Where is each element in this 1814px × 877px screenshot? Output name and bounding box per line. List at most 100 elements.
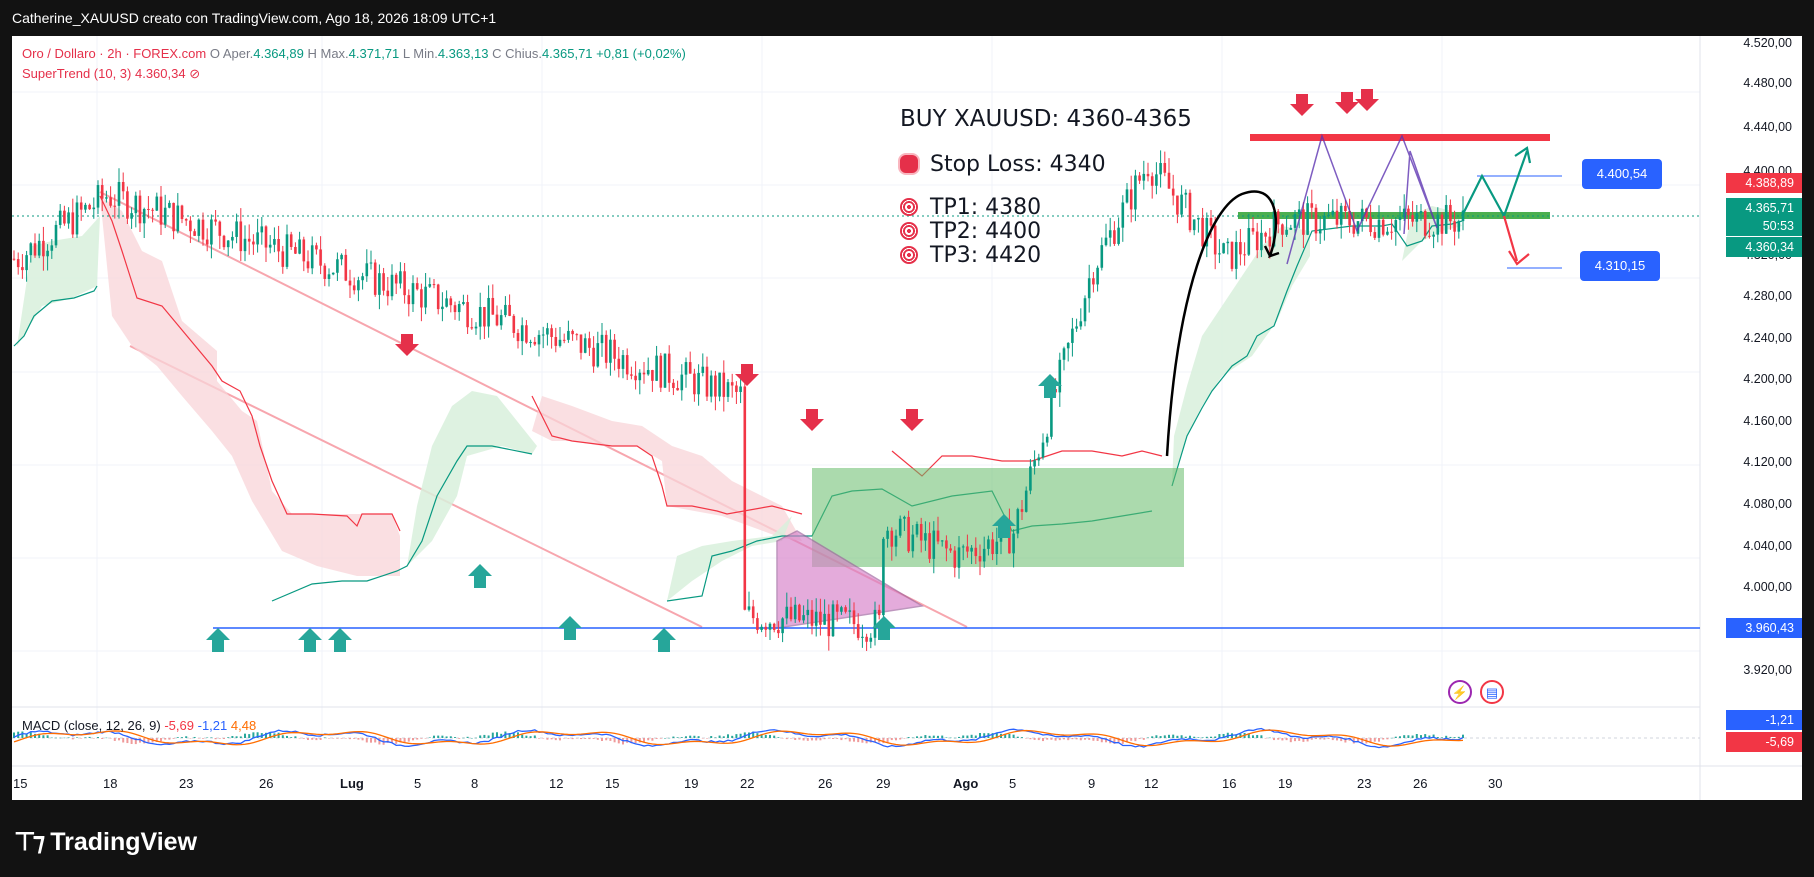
- macd-bar: [928, 735, 931, 738]
- trade-heading: BUY XAUUSD: 4360-4365: [900, 106, 1192, 132]
- time-tick: 26: [1413, 776, 1428, 791]
- candle-body: [756, 618, 759, 630]
- macd-bar: [1294, 738, 1296, 742]
- candle-body: [1138, 175, 1141, 181]
- candle-body: [1230, 241, 1234, 269]
- macd-bar: [1214, 736, 1217, 738]
- supertrend-label[interactable]: SuperTrend (10, 3): [22, 66, 132, 81]
- macd-bar: [1205, 736, 1208, 738]
- tradingview-logo[interactable]: ⊤⁊ TradingView: [14, 827, 197, 857]
- macd-bar: [1063, 738, 1065, 740]
- candle-body: [911, 534, 915, 552]
- candle-body: [100, 185, 104, 199]
- symbol-name[interactable]: Oro / Dollaro · 2h · FOREX.com: [22, 46, 207, 61]
- candle-body: [919, 523, 923, 541]
- candle-body: [693, 373, 696, 395]
- macd-bar: [546, 738, 549, 740]
- upper-target-label[interactable]: 4.400,54: [1582, 159, 1662, 189]
- macd-bar: [672, 736, 675, 738]
- price-tick: 4.000,00: [1743, 580, 1792, 594]
- candle-body: [428, 284, 432, 287]
- macd-bar: [958, 736, 960, 738]
- macd-bar: [231, 735, 234, 738]
- macd-legend: MACD (close, 12, 26, 9) -5,69 -1,21 4,48: [22, 718, 256, 733]
- candle-body: [226, 240, 230, 248]
- buy-arrow-icon: [652, 628, 676, 652]
- candle-body: [373, 262, 377, 295]
- price-tick: 4.480,00: [1743, 76, 1792, 90]
- macd-bar: [916, 736, 918, 738]
- sell-arrow-icon: [1290, 94, 1314, 116]
- macd-bar: [869, 738, 872, 743]
- stop-loss-text: Stop Loss: 4340: [930, 152, 1106, 177]
- candle-body: [537, 334, 541, 345]
- tp1-text: TP1: 4380: [930, 195, 1042, 220]
- macd-bar: [294, 736, 297, 738]
- candle-body: [205, 239, 209, 245]
- candle-body: [1327, 214, 1330, 216]
- candle-body: [84, 204, 87, 210]
- macd-bar: [1222, 733, 1225, 738]
- hidden-eye-icon[interactable]: ⊘: [189, 66, 201, 81]
- candle-body: [96, 185, 100, 208]
- chart-header: Catherine_XAUUSD creato con TradingView.…: [0, 0, 1814, 36]
- macd-bar: [1012, 734, 1015, 738]
- us-flag-icon[interactable]: ▤: [1480, 680, 1504, 704]
- candle-body: [210, 219, 213, 245]
- candle-body: [1394, 220, 1398, 232]
- candle-body: [1108, 230, 1112, 238]
- candle-body: [42, 240, 45, 257]
- chart-frame[interactable]: Oro / Dollaro · 2h · FOREX.com O Aper.4.…: [12, 36, 1802, 800]
- macd-bar: [903, 738, 906, 739]
- macd-bar: [953, 737, 956, 739]
- macd-bar: [1298, 738, 1301, 741]
- supertrend-bull-line: [13, 285, 98, 347]
- macd-bar: [466, 736, 469, 738]
- macd-bar: [1256, 734, 1259, 738]
- macd-bar: [109, 738, 112, 739]
- macd-bar: [857, 738, 860, 743]
- candle-body: [336, 259, 339, 273]
- macd-bar: [122, 738, 125, 743]
- candle-body: [651, 370, 654, 381]
- macd-bar: [945, 737, 948, 738]
- macd-bar: [1336, 738, 1338, 741]
- lightning-icon[interactable]: ⚡: [1448, 680, 1472, 704]
- macd-bar: [454, 737, 456, 738]
- candle-body: [504, 304, 507, 316]
- candle-body: [378, 273, 381, 295]
- price-tick: 3.920,00: [1743, 663, 1792, 677]
- macd-bar: [588, 738, 591, 740]
- macd-bar: [559, 738, 561, 741]
- macd-bar: [206, 737, 209, 739]
- macd-bar: [281, 735, 284, 738]
- macd-bar: [1037, 738, 1040, 741]
- macd-label[interactable]: MACD (close, 12, 26, 9): [22, 718, 161, 733]
- macd-bar: [252, 732, 255, 738]
- macd-bar: [113, 738, 116, 741]
- lower-target-label[interactable]: 4.310,15: [1580, 251, 1660, 281]
- candle-body: [117, 181, 121, 206]
- candle-body: [277, 239, 280, 252]
- candle-body: [365, 263, 369, 277]
- candle-body: [483, 307, 486, 327]
- macd-bar: [143, 738, 146, 744]
- candle-body: [29, 243, 33, 256]
- macd-bar: [1302, 738, 1305, 742]
- candle-body: [592, 347, 595, 367]
- macd-bar: [1113, 738, 1116, 744]
- macd-bar: [630, 738, 633, 744]
- time-tick: 22: [740, 776, 755, 791]
- candle-body: [571, 330, 574, 335]
- chart-canvas[interactable]: [12, 36, 1802, 800]
- macd-bar: [554, 738, 557, 741]
- macd-bar: [1126, 738, 1128, 743]
- candle-body: [16, 259, 20, 268]
- bearish-projection: [1502, 215, 1519, 262]
- candle-body: [1310, 203, 1314, 208]
- candle-body: [1373, 232, 1377, 238]
- macd-bar: [92, 738, 95, 739]
- macd-bar: [101, 738, 104, 740]
- candle-body: [1402, 208, 1406, 218]
- macd-bar: [1096, 738, 1099, 741]
